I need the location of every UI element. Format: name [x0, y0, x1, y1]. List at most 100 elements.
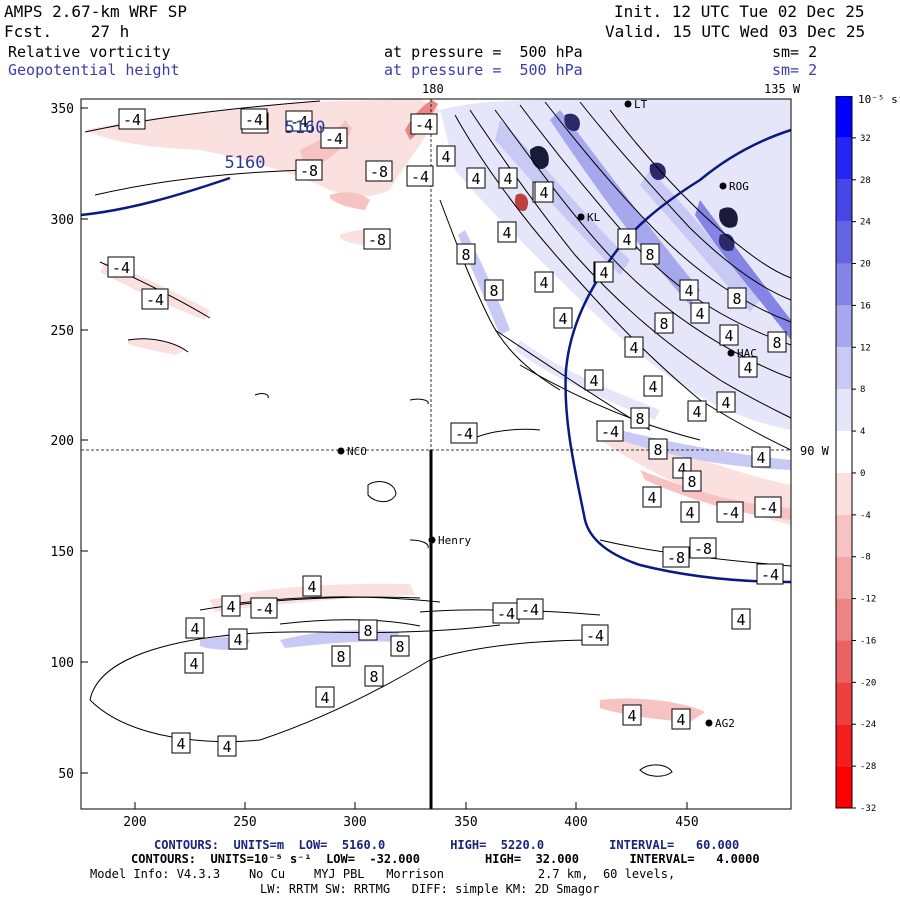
svg-text:4: 4	[233, 631, 242, 649]
colorbar-unit: 10⁻⁵ s⁻¹	[858, 93, 900, 106]
svg-text:-4: -4	[601, 423, 619, 441]
svg-text:8: 8	[395, 638, 404, 656]
svg-text:4: 4	[684, 282, 693, 300]
height-contours	[81, 128, 791, 584]
svg-text:-4: -4	[586, 627, 604, 645]
station-dot	[727, 349, 735, 357]
colorbar-swatch	[836, 682, 852, 725]
vorticity-label: 4	[534, 271, 554, 293]
colorbar-swatch	[836, 598, 852, 641]
height-contour-label: 5160	[225, 153, 266, 173]
y-tick-label: 100	[51, 656, 74, 671]
svg-text:-8: -8	[368, 231, 386, 249]
svg-text:8: 8	[363, 622, 372, 640]
svg-text:-4: -4	[146, 291, 164, 309]
vorticity-label: 4	[221, 595, 241, 617]
vort-maximum	[649, 162, 666, 181]
colorbar-swatch	[836, 96, 852, 138]
vorticity-label: -4	[240, 108, 268, 130]
vorticity-label: 4	[466, 167, 486, 189]
y-tick-label: 150	[51, 545, 74, 560]
colorbar-tick-label: 0	[860, 469, 865, 479]
vorticity-label: 4	[719, 324, 739, 346]
svg-text:-8: -8	[694, 540, 712, 558]
vorticity-label: 4	[171, 732, 191, 754]
vorticity-label: 4	[185, 617, 205, 639]
colorbar-tick-label: 28	[860, 176, 871, 186]
colorbar-tick-label: 32	[860, 134, 871, 144]
svg-text:-8: -8	[300, 162, 318, 180]
vorticity-label: -4	[756, 563, 784, 585]
colorbar-swatch	[836, 431, 852, 473]
pos-vort-band	[495, 120, 630, 275]
vorticity-label: 4	[731, 608, 751, 630]
vorticity-label: 4	[498, 167, 518, 189]
vort-maximum	[718, 233, 735, 252]
svg-text:-4: -4	[245, 111, 263, 129]
colorbar-tick-label: -24	[860, 720, 876, 730]
svg-text:8: 8	[659, 315, 668, 333]
station-dot	[719, 182, 727, 190]
svg-text:-8: -8	[370, 163, 388, 181]
x-axis: 200 250 300 350 400 450	[123, 802, 699, 830]
colorbar-swatch	[836, 389, 852, 432]
height-labels: 5160 5160	[225, 118, 326, 173]
svg-text:-4: -4	[112, 259, 130, 277]
svg-text:4: 4	[189, 655, 198, 673]
vorticity-label: 8	[456, 243, 476, 265]
svg-text:4: 4	[695, 305, 704, 323]
colorbar-tick-label: -8	[860, 553, 871, 563]
vorticity-label: 4	[687, 400, 707, 422]
svg-text:-4: -4	[455, 425, 473, 443]
pos-vort-band	[550, 110, 700, 305]
x-tick-label: 250	[233, 815, 256, 830]
vorticity-label: -4	[450, 422, 478, 444]
colorbar-tick-label: -20	[860, 678, 876, 688]
svg-text:4: 4	[503, 170, 512, 188]
colorbar-swatch	[836, 305, 852, 348]
vorticity-label: -4	[581, 624, 609, 646]
vort-maximum	[564, 113, 580, 132]
svg-text:4: 4	[176, 735, 185, 753]
vorticity-label: 4	[315, 686, 335, 708]
forecast-hour: Fcst. 27 h	[4, 22, 130, 41]
svg-text:-4: -4	[721, 504, 739, 522]
svg-text:4: 4	[622, 231, 631, 249]
valid-time: Valid. 15 UTC Wed 03 Dec 25	[605, 22, 866, 41]
colorbar-tick-label: 24	[860, 218, 871, 228]
svg-text:4: 4	[743, 359, 752, 377]
pos-vort-band	[695, 200, 791, 340]
neg-vort-band	[85, 99, 440, 197]
vorticity-label: -4	[716, 501, 744, 523]
colorbar-tick-label: -32	[860, 804, 876, 814]
station-dot	[337, 447, 345, 455]
vorticity-label: -4	[596, 420, 624, 442]
svg-text:-4: -4	[255, 600, 273, 618]
plot-frame	[80, 98, 792, 810]
colorbar-tick-label: 16	[860, 301, 871, 311]
x-tick-label: 350	[454, 815, 477, 830]
vorticity-label: 4	[436, 145, 456, 167]
colorbar-swatch	[836, 263, 852, 306]
colorbar-swatch	[836, 556, 852, 599]
svg-text:-4: -4	[411, 168, 429, 186]
neg-vort-band	[640, 470, 791, 520]
svg-text:-4: -4	[761, 566, 779, 584]
x-tick-label: 300	[343, 815, 366, 830]
field1-smoothing: sm= 2	[772, 43, 818, 61]
svg-text:4: 4	[190, 620, 199, 638]
graticule	[81, 99, 791, 451]
colorbar-swatch	[836, 472, 852, 515]
field2-level: at pressure = 500 hPa	[384, 61, 583, 79]
footer-model-info: Model Info: V4.3.3 No Cu MYJ PBL Morriso…	[90, 867, 676, 881]
vorticity-labels: -4-4-4-8-8-8-4-4-4-444444884448844884484…	[107, 108, 787, 757]
vorticity-label: 4	[671, 708, 691, 730]
vorticity-label: -4	[492, 602, 520, 624]
svg-text:4: 4	[724, 327, 733, 345]
neg-vort-band	[330, 192, 370, 210]
x-tick-label: 200	[123, 815, 146, 830]
vorticity-label: 8	[630, 407, 650, 429]
vorticity-label: 4	[302, 575, 322, 597]
vorticity-label: 4	[680, 501, 700, 523]
vorticity-label: -4	[118, 108, 146, 130]
